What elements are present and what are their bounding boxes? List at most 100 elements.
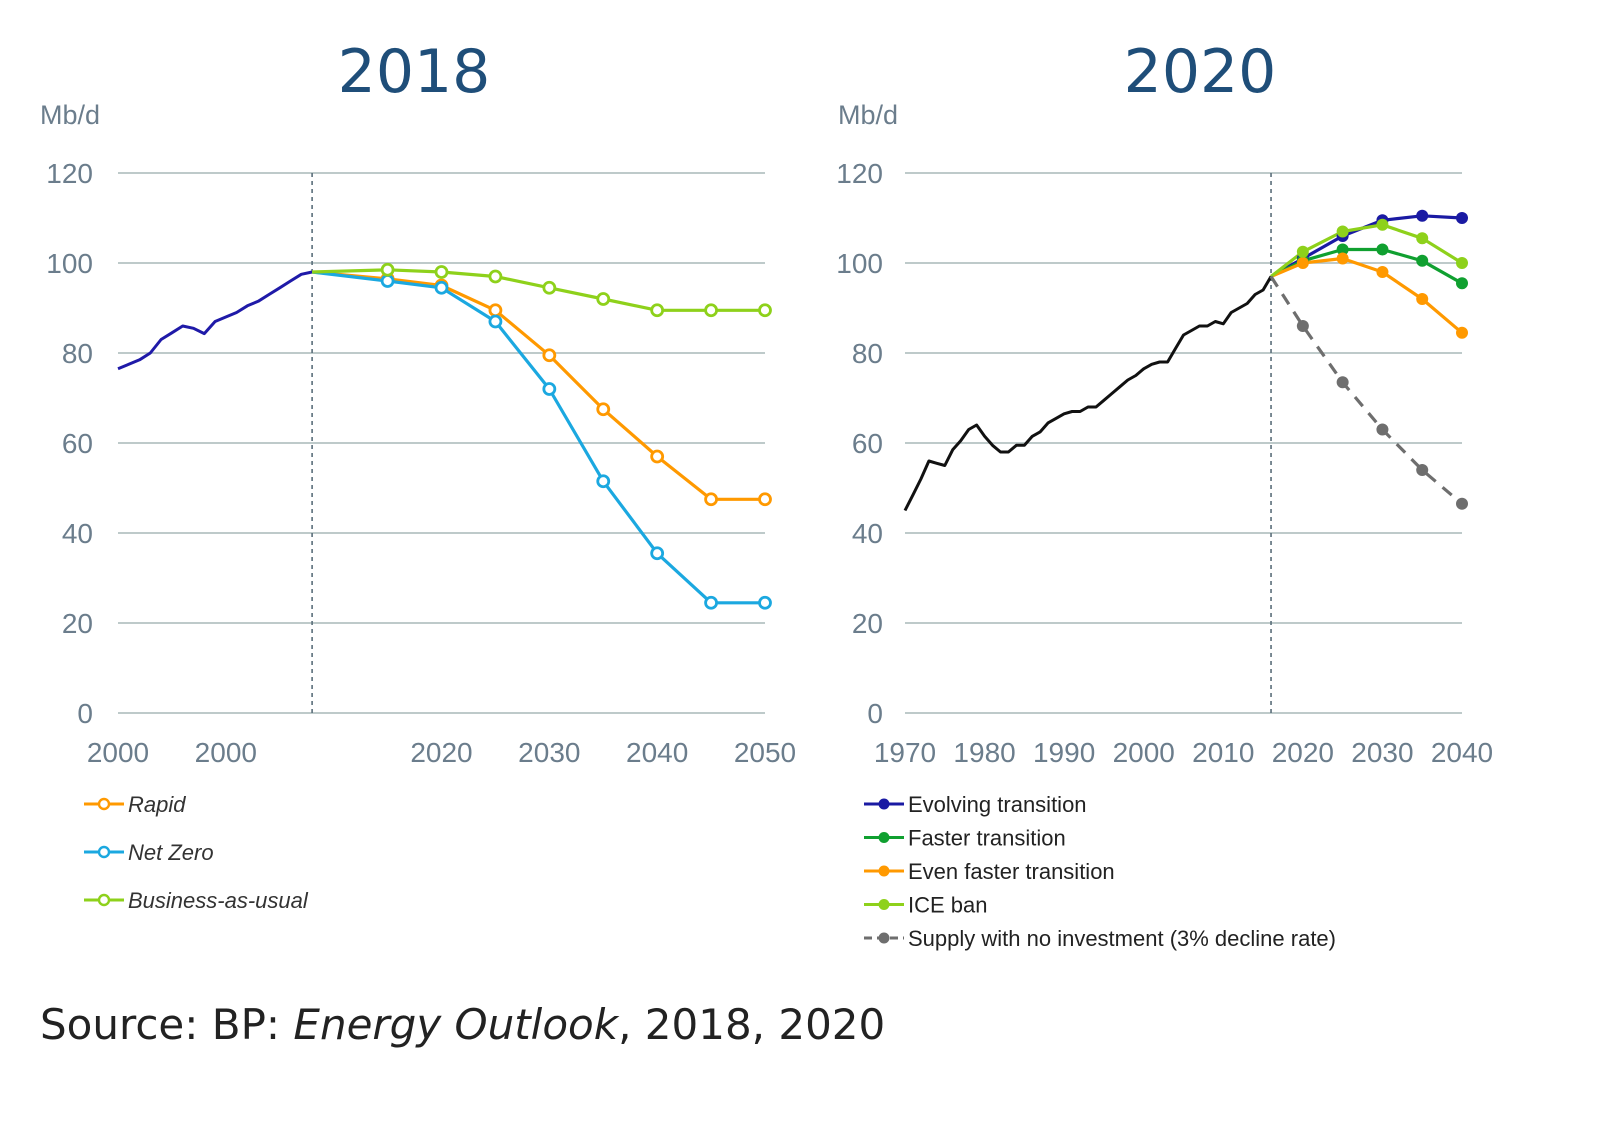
- left-data-point: [488, 303, 503, 318]
- right-legend-swatch-marker: [878, 865, 890, 877]
- right-data-point: [1336, 376, 1349, 389]
- right-x-tick-label: 1980: [953, 737, 1015, 768]
- source-suffix: , 2018, 2020: [618, 1000, 886, 1049]
- right-x-tick-label: 2010: [1192, 737, 1254, 768]
- left-data-point: [758, 303, 772, 318]
- right-x-tick-label: 2040: [1431, 737, 1493, 768]
- left-x-tick-label: 2020: [410, 737, 472, 768]
- left-x-tick-label: 2000: [87, 737, 149, 768]
- left-data-point: [758, 492, 772, 507]
- right-data-point: [1376, 218, 1389, 231]
- right-y-tick-label: 40: [852, 518, 883, 549]
- right-data-point: [1416, 254, 1429, 267]
- left-series-line-business-as-usual: [312, 268, 765, 312]
- left-legend-item: Business-as-usual: [84, 888, 309, 913]
- left-legend-swatch-marker: [97, 893, 111, 907]
- right-legend-item: Evolving transition: [864, 792, 1087, 817]
- right-y-unit-label: Mb/d: [838, 100, 898, 130]
- left-data-point: [704, 492, 718, 507]
- right-chart-title: 2020: [1123, 37, 1277, 107]
- right-legend-item: ICE ban: [864, 893, 988, 918]
- left-y-tick-label: 100: [46, 248, 93, 279]
- left-data-point: [380, 262, 395, 277]
- left-series-line-net-zero: [311, 270, 765, 605]
- left-data-point: [488, 314, 503, 329]
- right-legend-item: Faster transition: [864, 826, 1066, 851]
- left-data-point: [434, 280, 449, 295]
- right-data-point: [1416, 209, 1429, 222]
- left-series-line-rapid: [311, 270, 765, 501]
- right-x-tick-label: 1990: [1033, 737, 1095, 768]
- left-data-point: [434, 265, 449, 279]
- right-legend-item: Supply with no investment (3% decline ra…: [864, 926, 1336, 951]
- right-data-point: [1296, 245, 1309, 258]
- right-x-tick-label: 1970: [874, 737, 936, 768]
- left-data-point: [380, 274, 395, 288]
- left-legend-label: Rapid: [128, 792, 186, 817]
- right-y-tick-label: 20: [852, 608, 883, 639]
- left-data-point: [596, 292, 611, 306]
- left-data-point: [758, 595, 772, 610]
- left-series-line-history: [117, 270, 313, 371]
- left-data-point: [542, 382, 557, 396]
- right-data-point: [1296, 257, 1309, 269]
- right-data-point: [1456, 257, 1468, 269]
- left-legend-swatch-marker: [97, 797, 111, 811]
- right-data-point: [1416, 293, 1429, 305]
- right-x-tick-label: 2020: [1272, 737, 1334, 768]
- left-x-tick-label: 2030: [518, 737, 580, 768]
- right-data-point: [1416, 232, 1429, 245]
- right-legend-swatch-marker: [878, 932, 890, 944]
- right-y-tick-label: 60: [852, 428, 883, 459]
- left-y-tick-label: 0: [77, 698, 93, 729]
- right-data-point: [1456, 326, 1468, 339]
- left-y-tick-label: 80: [62, 338, 93, 369]
- right-legend-swatch-marker: [878, 798, 890, 810]
- source-prefix: Source: BP:: [40, 1000, 294, 1049]
- left-data-point: [596, 402, 611, 417]
- right-legend-label: Faster transition: [908, 826, 1066, 851]
- right-data-point: [1336, 225, 1349, 238]
- right-data-point: [1376, 423, 1389, 436]
- right-series-line-supply-with-no-investment-3-decline-rate-: [1269, 275, 1464, 506]
- right-x-tick-label: 2000: [1113, 737, 1175, 768]
- right-legend-label: Even faster transition: [908, 859, 1115, 884]
- left-legend-item: Rapid: [84, 792, 186, 817]
- left-x-tick-label: 2040: [626, 737, 688, 768]
- left-data-point: [542, 280, 557, 295]
- right-y-tick-label: 0: [867, 698, 883, 729]
- right-data-point: [1336, 252, 1349, 265]
- left-data-point: [488, 269, 503, 284]
- right-data-point: [1336, 243, 1349, 256]
- left-y-tick-label: 120: [46, 158, 93, 189]
- right-legend-swatch-marker: [878, 899, 890, 910]
- left-data-point: [704, 303, 718, 318]
- left-y-tick-label: 60: [62, 428, 93, 459]
- right-legend-swatch-marker: [878, 832, 890, 843]
- left-legend-swatch-marker: [97, 845, 111, 859]
- left-legend-label: Business-as-usual: [128, 888, 309, 913]
- left-data-point: [542, 348, 557, 363]
- right-data-point: [1456, 212, 1468, 224]
- right-y-tick-label: 120: [836, 158, 883, 189]
- left-legend-label: Net Zero: [128, 840, 214, 865]
- left-y-tick-label: 20: [62, 608, 93, 639]
- right-legend-label: Supply with no investment (3% decline ra…: [908, 926, 1336, 951]
- left-x-tick-label: 2000: [195, 737, 257, 768]
- right-data-point: [1456, 497, 1468, 510]
- left-data-point: [650, 449, 665, 464]
- left-y-tick-label: 40: [62, 518, 93, 549]
- right-data-point: [1376, 266, 1389, 278]
- left-data-point: [650, 546, 665, 561]
- left-data-point: [596, 474, 611, 489]
- left-x-tick-label: 2050: [734, 737, 796, 768]
- right-y-tick-label: 80: [852, 338, 883, 369]
- source-publication: Energy Outlook: [293, 1000, 619, 1049]
- right-legend-label: Evolving transition: [908, 792, 1087, 817]
- left-data-point: [650, 303, 665, 318]
- right-data-point: [1296, 320, 1309, 332]
- right-data-point: [1376, 243, 1389, 256]
